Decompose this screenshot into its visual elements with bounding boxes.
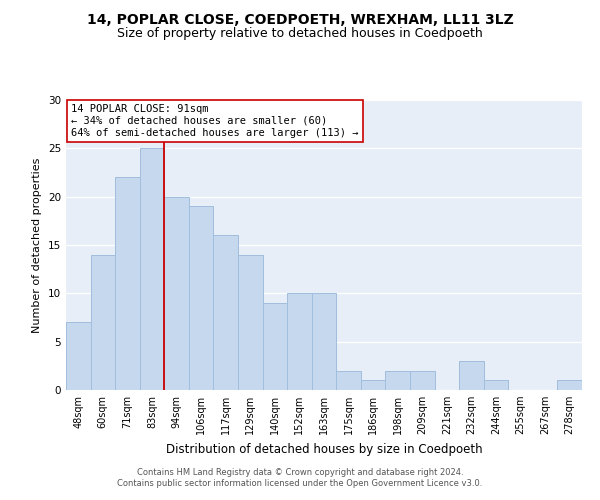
Bar — [385, 370, 410, 390]
Bar — [484, 380, 508, 390]
Bar — [263, 303, 287, 390]
Bar — [459, 361, 484, 390]
Bar — [164, 196, 189, 390]
Bar — [557, 380, 582, 390]
Bar — [115, 178, 140, 390]
Bar — [312, 294, 336, 390]
Bar — [214, 236, 238, 390]
Bar — [189, 206, 214, 390]
Bar — [361, 380, 385, 390]
Bar — [336, 370, 361, 390]
Text: 14, POPLAR CLOSE, COEDPOETH, WREXHAM, LL11 3LZ: 14, POPLAR CLOSE, COEDPOETH, WREXHAM, LL… — [86, 12, 514, 26]
Bar — [287, 294, 312, 390]
Text: Contains HM Land Registry data © Crown copyright and database right 2024.
Contai: Contains HM Land Registry data © Crown c… — [118, 468, 482, 487]
X-axis label: Distribution of detached houses by size in Coedpoeth: Distribution of detached houses by size … — [166, 442, 482, 456]
Text: Size of property relative to detached houses in Coedpoeth: Size of property relative to detached ho… — [117, 28, 483, 40]
Bar — [140, 148, 164, 390]
Y-axis label: Number of detached properties: Number of detached properties — [32, 158, 43, 332]
Bar — [66, 322, 91, 390]
Bar — [238, 254, 263, 390]
Bar — [91, 254, 115, 390]
Bar — [410, 370, 434, 390]
Text: 14 POPLAR CLOSE: 91sqm
← 34% of detached houses are smaller (60)
64% of semi-det: 14 POPLAR CLOSE: 91sqm ← 34% of detached… — [71, 104, 359, 138]
